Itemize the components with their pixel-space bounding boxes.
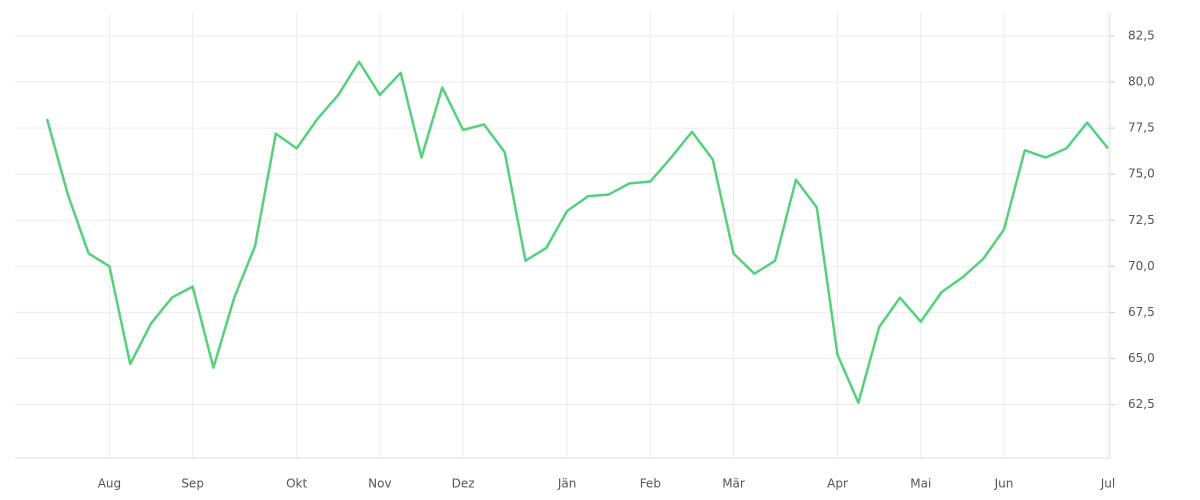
y-tick-label: 72,5: [1128, 213, 1155, 227]
x-tick-label: Jän: [557, 477, 577, 491]
x-tick-label: Jun: [994, 477, 1014, 491]
x-tick-label: Mai: [910, 477, 931, 491]
y-tick-label: 75,0: [1128, 167, 1155, 181]
y-tick-label: 62,5: [1128, 397, 1155, 411]
x-tick-label: Okt: [286, 477, 307, 491]
line-series: [45, 60, 1109, 404]
x-tick-label: Apr: [827, 477, 848, 491]
x-tick-label: Sep: [181, 477, 204, 491]
y-tick-label: 67,5: [1128, 305, 1155, 319]
x-tick-label: Feb: [640, 477, 661, 491]
y-tick-label: 82,5: [1128, 28, 1155, 42]
y-tick-label: 80,0: [1128, 75, 1155, 89]
x-tick-label: Jul: [1100, 477, 1115, 491]
x-tick-label: Aug: [98, 477, 121, 491]
y-tick-label: 70,0: [1128, 259, 1155, 273]
y-tick-label: 77,5: [1128, 121, 1155, 135]
x-tick-label: Dez: [452, 477, 475, 491]
x-tick-label: Mär: [722, 477, 745, 491]
y-tick-label: 65,0: [1128, 351, 1155, 365]
x-tick-label: Nov: [368, 477, 391, 491]
